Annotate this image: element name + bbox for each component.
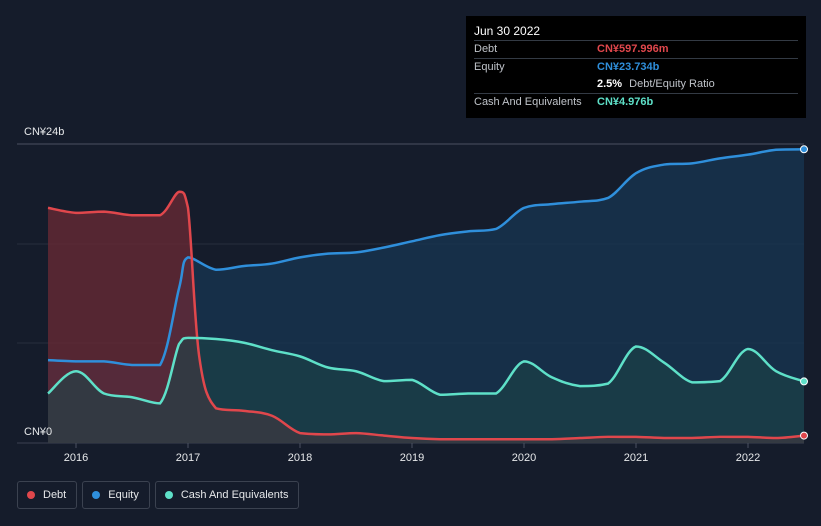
x-tick-label: 2016 [64, 452, 88, 464]
legend-dot-equity [92, 491, 101, 499]
legend-label-equity: Equity [108, 489, 139, 501]
tooltip-value-ratio: 2.5% [597, 78, 623, 90]
line-equity [47, 148, 805, 367]
y-tick-label: CN¥0 [24, 426, 52, 438]
x-tick-label: 2021 [624, 452, 648, 464]
x-axis: 2016 2017 2018 2019 2020 2021 2022 [64, 443, 760, 464]
tooltip-value-cash: CN¥4.976b [597, 96, 654, 108]
endpoint-cash-and-equivalents [800, 377, 808, 386]
legend-item-cash[interactable]: Cash And Equivalents [154, 481, 300, 509]
line-debt [47, 190, 805, 441]
x-tick-label: 2019 [400, 452, 424, 464]
tooltip-date: Jun 30 2022 [474, 24, 541, 38]
legend-item-debt[interactable]: Debt [17, 481, 78, 509]
legend-dot-debt [27, 491, 35, 499]
tooltip-value-debt: CN¥597.996m [597, 43, 669, 55]
legend-label-cash: Cash And Equivalents [180, 489, 289, 501]
tooltip-row-cash: Cash And Equivalents CN¥4.976b [474, 93, 798, 111]
y-tick-label: CN¥24b [24, 126, 64, 138]
chart-legend: Debt Equity Cash And Equivalents [17, 481, 300, 509]
tooltip-value-equity: CN¥23.734b [597, 61, 660, 73]
endpoint-equity [800, 145, 808, 154]
y-axis: CN¥0 CN¥24b [24, 126, 64, 438]
tooltip-label: Debt [474, 43, 498, 55]
x-tick-label: 2022 [736, 452, 760, 464]
x-tick-label: 2020 [512, 452, 536, 464]
chart-endpoints [800, 145, 808, 440]
tooltip-row-ratio: 2.5% Debt/Equity Ratio [474, 76, 798, 93]
chart-areas [48, 149, 804, 443]
legend-label-debt: Debt [43, 489, 67, 501]
legend-item-equity[interactable]: Equity [82, 481, 150, 509]
line-cash-and-equivalents [47, 336, 805, 405]
tooltip-row-debt: Debt CN¥597.996m [474, 40, 798, 58]
x-tick-label: 2017 [176, 452, 200, 464]
tooltip-ratio-label: Debt/Equity Ratio [629, 78, 715, 90]
tooltip-label: Cash And Equivalents [474, 96, 582, 108]
area-cash-and-equivalents [48, 337, 804, 443]
tooltip-label: Equity [474, 61, 505, 73]
chart-lines [47, 148, 805, 441]
tooltip-row-equity: Equity CN¥23.734b [474, 58, 798, 76]
endpoint-debt [800, 431, 808, 440]
x-tick-label: 2018 [288, 452, 312, 464]
data-tooltip: Jun 30 2022 Debt CN¥597.996m Equity CN¥2… [466, 16, 806, 118]
tooltip-label [474, 76, 597, 93]
legend-dot-cash [164, 491, 173, 499]
